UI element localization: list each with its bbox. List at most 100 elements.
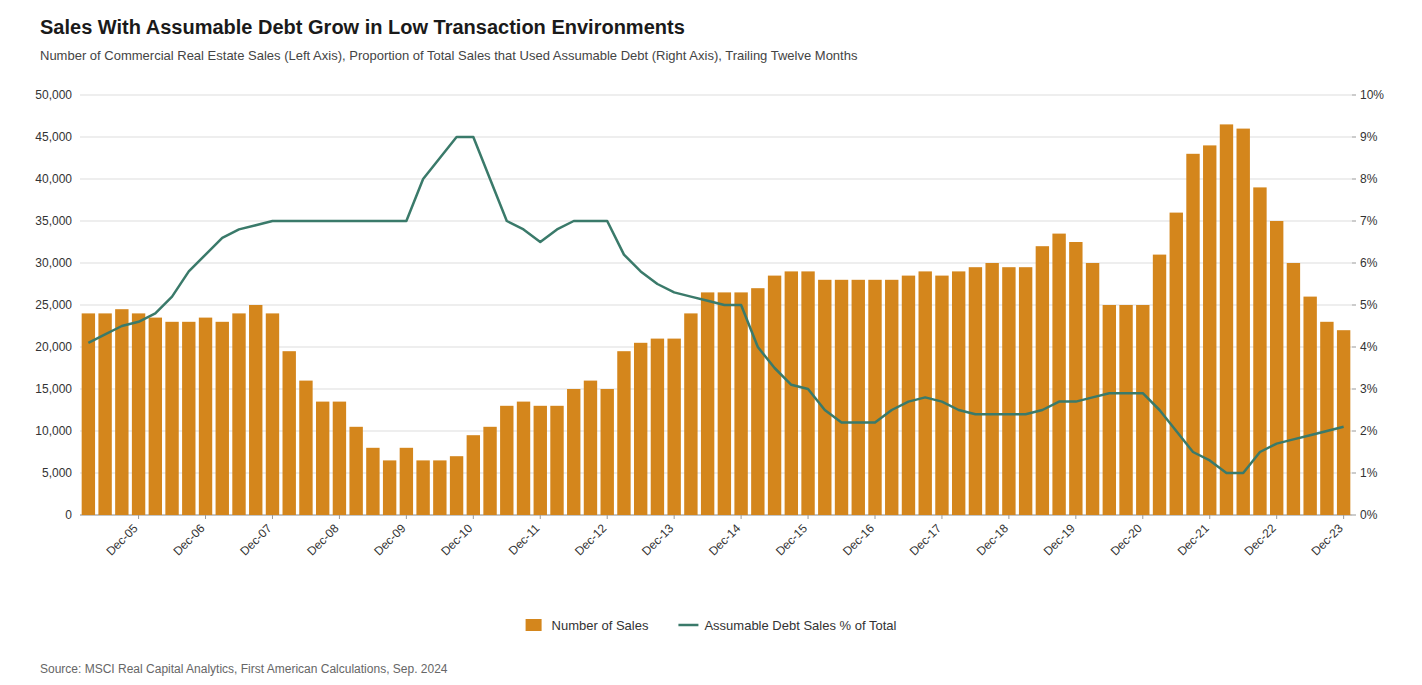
x-tick-label: Dec-17 [907,521,944,558]
y2-tick-label: 0% [1360,508,1378,522]
y2-tick [1352,431,1356,432]
bar [601,389,614,515]
bar [818,280,831,515]
y-tick-label: 50,000 [35,88,72,102]
bar [1052,234,1065,515]
legend: Number of Sales Assumable Debt Sales % of… [526,618,897,633]
y2-tick [1352,305,1356,306]
bar [1287,263,1300,515]
y-tick-label: 20,000 [35,340,72,354]
bar [701,292,714,515]
subtitle: Number of Commercial Real Estate Sales (… [40,48,858,63]
x-tick [406,515,407,519]
bar [584,381,597,515]
x-tick-label: Dec-19 [1041,521,1078,558]
bar [550,406,563,515]
bar [684,313,697,515]
x-tick-label: Dec-08 [304,521,341,558]
bar [349,427,362,515]
bar [1002,267,1015,515]
bar [1337,330,1350,515]
legend-swatch [678,624,698,627]
x-tick [339,515,340,519]
bar [165,322,178,515]
bar [383,460,396,515]
y2-tick [1352,347,1356,348]
bar [1119,305,1132,515]
x-tick-label: Dec-20 [1108,521,1145,558]
x-tick-label: Dec-22 [1242,521,1279,558]
y2-tick [1352,515,1356,516]
bar [634,343,647,515]
legend-label: Number of Sales [552,618,649,633]
bar [266,313,279,515]
x-tick [1142,515,1143,519]
bar [667,339,680,515]
x-tick-label: Dec-21 [1175,521,1212,558]
bar [952,271,965,515]
bar [868,280,881,515]
bar [935,276,948,515]
x-tick-label: Dec-16 [840,521,877,558]
bar [885,280,898,515]
source: Source: MSCI Real Capital Analytics, Fir… [40,662,448,676]
bar [835,280,848,515]
y2-tick [1352,221,1356,222]
bar [534,406,547,515]
y-tick-label: 25,000 [35,298,72,312]
y-tick-label: 10,000 [35,424,72,438]
bar [249,305,262,515]
y-tick-label: 15,000 [35,382,72,396]
y-tick-label: 30,000 [35,256,72,270]
bar [1320,322,1333,515]
y2-tick-label: 1% [1360,466,1378,480]
x-tick [674,515,675,519]
y2-tick-label: 3% [1360,382,1378,396]
x-tick [1209,515,1210,519]
x-tick [272,515,273,519]
y2-tick-label: 5% [1360,298,1378,312]
bar [1303,297,1316,515]
y2-tick-label: 7% [1360,214,1378,228]
bar [768,276,781,515]
y-tick-label: 0 [65,508,72,522]
x-tick [741,515,742,519]
bar [1270,221,1283,515]
y2-tick [1352,95,1356,96]
chart: Sales With Assumable Debt Grow in Low Tr… [0,0,1422,685]
bar [132,313,145,515]
bar [299,381,312,515]
x-tick [473,515,474,519]
y2-tick [1352,263,1356,264]
y-tick-label: 45,000 [35,130,72,144]
bar [919,271,932,515]
bar [751,288,764,515]
bar-series [82,124,1351,515]
y-tick-label: 35,000 [35,214,72,228]
y2-tick-label: 2% [1360,424,1378,438]
legend-item: Number of Sales [526,618,649,633]
y2-tick-label: 9% [1360,130,1378,144]
x-tick-label: Dec-15 [773,521,810,558]
legend-label: Assumable Debt Sales % of Total [704,618,896,633]
x-tick-label: Dec-13 [639,521,676,558]
bar [483,427,496,515]
bar [500,406,513,515]
bar [82,313,95,515]
x-tick-label: Dec-10 [438,521,475,558]
x-tick-label: Dec-07 [237,521,274,558]
x-tick [205,515,206,519]
bar [1019,267,1032,515]
bar [333,402,346,515]
bar [718,292,731,515]
bar [617,351,630,515]
axes: 05,00010,00015,00020,00025,00030,00035,0… [35,88,1384,558]
bar [1186,154,1199,515]
bar [98,313,111,515]
title: Sales With Assumable Debt Grow in Low Tr… [40,16,685,38]
y2-tick [1352,473,1356,474]
plot-data [82,124,1351,515]
bar [852,280,865,515]
y2-tick-label: 4% [1360,340,1378,354]
bar [785,271,798,515]
